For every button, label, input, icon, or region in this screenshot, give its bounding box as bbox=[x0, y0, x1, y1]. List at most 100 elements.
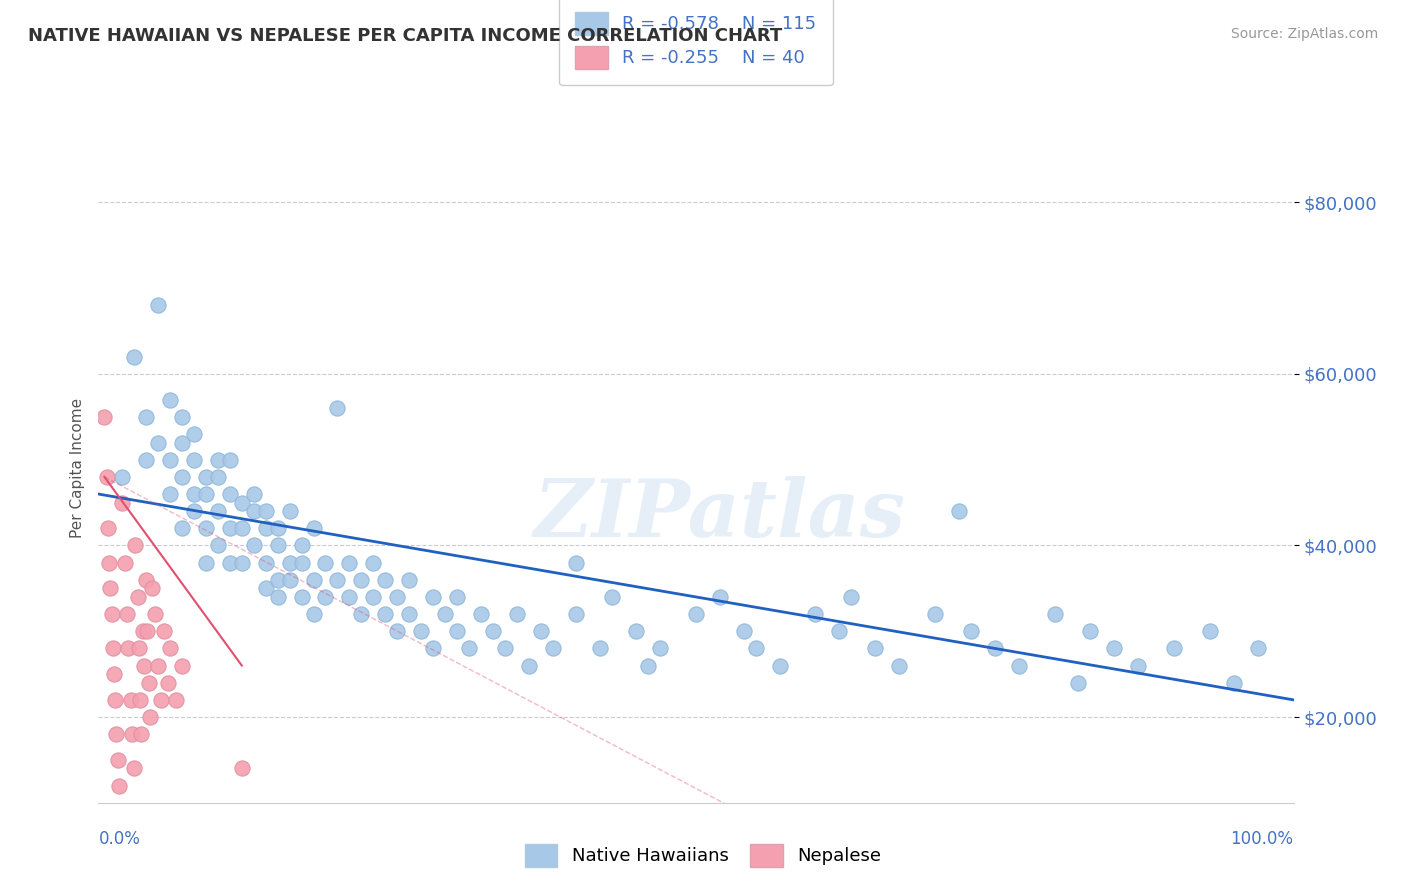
Point bbox=[231, 521, 253, 535]
Point bbox=[337, 556, 360, 570]
Point bbox=[98, 556, 121, 570]
Point bbox=[1222, 675, 1246, 690]
Point bbox=[111, 470, 134, 484]
Point bbox=[446, 624, 468, 639]
Point bbox=[422, 641, 444, 656]
Point bbox=[254, 556, 277, 570]
Point bbox=[124, 539, 146, 553]
Point bbox=[589, 641, 612, 656]
Point bbox=[243, 504, 266, 518]
Point bbox=[172, 470, 194, 484]
Point bbox=[159, 487, 181, 501]
Point bbox=[132, 658, 155, 673]
Point bbox=[398, 607, 420, 621]
Point bbox=[148, 658, 170, 673]
Point bbox=[889, 658, 911, 673]
Point bbox=[948, 504, 970, 518]
Point bbox=[183, 487, 205, 501]
Point bbox=[350, 573, 373, 587]
Point bbox=[290, 590, 312, 604]
Point bbox=[165, 693, 187, 707]
Point bbox=[267, 539, 290, 553]
Point bbox=[267, 590, 290, 604]
Point bbox=[350, 607, 373, 621]
Point bbox=[101, 641, 124, 656]
Point bbox=[107, 753, 129, 767]
Point bbox=[183, 427, 205, 442]
Point bbox=[194, 470, 217, 484]
Point bbox=[219, 452, 242, 467]
Point bbox=[111, 495, 134, 509]
Point bbox=[983, 641, 1005, 656]
Point bbox=[517, 658, 540, 673]
Point bbox=[107, 779, 129, 793]
Point bbox=[131, 727, 153, 741]
Point bbox=[96, 470, 118, 484]
Legend: Native Hawaiians, Nepalese: Native Hawaiians, Nepalese bbox=[517, 837, 889, 874]
Point bbox=[446, 590, 468, 604]
Point bbox=[153, 624, 176, 639]
Point bbox=[97, 521, 120, 535]
Text: ZIPatlas: ZIPatlas bbox=[534, 476, 905, 554]
Point bbox=[141, 582, 163, 596]
Point bbox=[254, 504, 277, 518]
Point bbox=[494, 641, 516, 656]
Point bbox=[98, 582, 122, 596]
Point bbox=[600, 590, 623, 604]
Point bbox=[183, 452, 205, 467]
Point bbox=[114, 556, 136, 570]
Legend: R = -0.578    N = 115, R = -0.255    N = 40: R = -0.578 N = 115, R = -0.255 N = 40 bbox=[560, 0, 832, 86]
Point bbox=[302, 573, 325, 587]
Point bbox=[243, 487, 266, 501]
Point bbox=[959, 624, 981, 639]
Point bbox=[143, 607, 166, 621]
Point bbox=[278, 556, 301, 570]
Text: Source: ZipAtlas.com: Source: ZipAtlas.com bbox=[1230, 27, 1378, 41]
Point bbox=[194, 487, 217, 501]
Point bbox=[136, 624, 159, 639]
Point bbox=[385, 590, 409, 604]
Point bbox=[194, 556, 217, 570]
Point bbox=[254, 582, 277, 596]
Point bbox=[326, 573, 349, 587]
Point bbox=[231, 495, 253, 509]
Point bbox=[148, 435, 170, 450]
Point bbox=[398, 573, 420, 587]
Point bbox=[1198, 624, 1220, 639]
Point bbox=[685, 607, 707, 621]
Point bbox=[207, 452, 229, 467]
Point bbox=[1080, 624, 1102, 639]
Point bbox=[506, 607, 529, 621]
Point bbox=[481, 624, 505, 639]
Point bbox=[302, 521, 325, 535]
Point bbox=[254, 521, 277, 535]
Point bbox=[839, 590, 862, 604]
Point bbox=[131, 624, 153, 639]
Point bbox=[135, 452, 157, 467]
Point bbox=[149, 693, 172, 707]
Y-axis label: Per Capita Income: Per Capita Income bbox=[69, 398, 84, 539]
Point bbox=[128, 641, 150, 656]
Point bbox=[374, 607, 396, 621]
Point bbox=[1007, 658, 1029, 673]
Point bbox=[104, 693, 127, 707]
Point bbox=[804, 607, 827, 621]
Point bbox=[231, 762, 253, 776]
Point bbox=[422, 590, 444, 604]
Point bbox=[828, 624, 851, 639]
Point bbox=[745, 641, 768, 656]
Point bbox=[458, 641, 481, 656]
Point bbox=[1246, 641, 1268, 656]
Point bbox=[207, 504, 229, 518]
Point bbox=[219, 556, 242, 570]
Point bbox=[648, 641, 672, 656]
Point bbox=[433, 607, 456, 621]
Point bbox=[315, 590, 337, 604]
Point bbox=[172, 521, 194, 535]
Point bbox=[100, 607, 122, 621]
Point bbox=[148, 298, 170, 312]
Point bbox=[159, 641, 181, 656]
Point bbox=[172, 435, 194, 450]
Point bbox=[135, 573, 157, 587]
Text: 100.0%: 100.0% bbox=[1230, 830, 1294, 847]
